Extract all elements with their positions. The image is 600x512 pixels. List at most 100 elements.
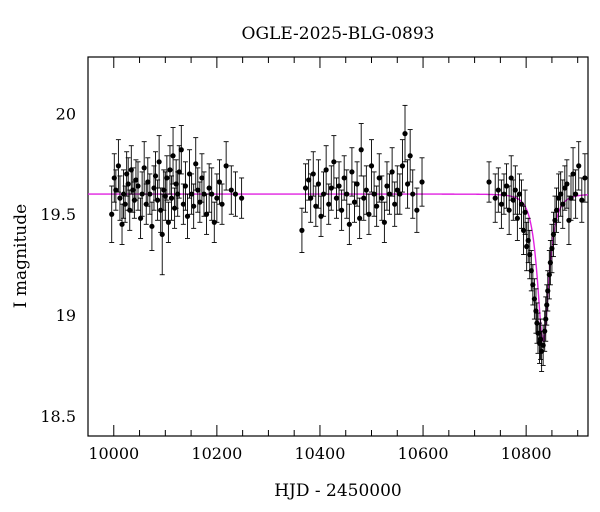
data-point [133, 177, 139, 183]
data-point [326, 201, 332, 207]
data-point [419, 179, 425, 185]
data-point [344, 191, 350, 197]
data-point [374, 203, 380, 209]
x-tick-label: 10600 [398, 444, 449, 463]
data-point [392, 201, 398, 207]
data-point [113, 187, 119, 193]
data-point [232, 191, 239, 197]
data-point [410, 191, 416, 197]
data-point [189, 191, 195, 197]
data-point [154, 197, 161, 203]
y-tick-label: 18.5 [40, 407, 76, 426]
y-tick-label: 19 [56, 306, 76, 325]
data-point [573, 191, 579, 197]
data-point [165, 219, 172, 225]
data-point [543, 316, 549, 322]
data-point [170, 153, 176, 159]
data-point [394, 187, 400, 193]
x-tick-label: 10800 [501, 444, 552, 463]
data-point [558, 191, 564, 197]
data-point [379, 195, 385, 201]
data-point [310, 171, 316, 177]
data-point [135, 183, 141, 189]
data-point [302, 185, 309, 191]
data-point [386, 191, 393, 197]
data-point [366, 211, 372, 217]
x-tick-label: 10200 [191, 444, 242, 463]
data-point [495, 187, 501, 193]
data-point [320, 191, 327, 197]
data-point [178, 147, 184, 153]
data-point [579, 197, 585, 203]
data-point [152, 173, 159, 179]
data-point [125, 181, 131, 187]
data-point [141, 165, 147, 171]
data-point [357, 215, 363, 221]
data-point [156, 159, 162, 165]
data-point [159, 231, 165, 238]
plot-area: 10000 10200 10400 10600 10800 18.5 19 19.5 20 [40, 56, 589, 463]
data-point [168, 195, 175, 201]
data-point [501, 191, 507, 197]
data-point [201, 191, 207, 197]
y-tick-label: 20 [56, 104, 76, 123]
y-tick-label: 19.5 [40, 205, 76, 224]
plot-frame [87, 56, 589, 437]
data-point [486, 179, 492, 185]
data-point [389, 169, 395, 175]
data-point [127, 207, 133, 213]
data-point [542, 328, 548, 334]
data-point [522, 209, 528, 215]
data-point [518, 201, 525, 207]
data-point [122, 201, 128, 207]
data-point [354, 181, 360, 187]
data-point [544, 302, 550, 308]
data-point [176, 169, 182, 175]
data-point [361, 195, 367, 201]
data-point [145, 179, 151, 185]
data-point [351, 199, 358, 205]
data-point [313, 203, 319, 209]
x-axis-label: HJD - 2450000 [274, 481, 402, 501]
data-point [216, 179, 223, 185]
data-point [510, 197, 516, 203]
data-point [299, 227, 305, 233]
data-point [381, 219, 387, 225]
data-point [506, 207, 512, 213]
data-point [358, 147, 364, 153]
x-tick-label: 10400 [295, 444, 346, 463]
data-point [164, 175, 170, 181]
data-point [211, 219, 217, 225]
y-axis-label: I magnitude [11, 204, 31, 308]
data-point [498, 201, 505, 207]
data-point [414, 207, 420, 213]
data-point [195, 187, 201, 193]
data-point [349, 169, 355, 175]
data-point [203, 211, 210, 217]
data-point [339, 207, 345, 213]
data-point [318, 213, 324, 219]
data-point [402, 131, 408, 137]
data-point [323, 167, 329, 173]
data-point [199, 175, 205, 181]
data-point [228, 187, 234, 193]
data-point [503, 183, 510, 189]
data-point [553, 207, 560, 213]
data-point [191, 203, 197, 209]
data-point [167, 167, 173, 173]
data-point [508, 175, 514, 181]
chart-title: OGLE-2025-BLG-0893 [242, 24, 435, 44]
data-point [336, 183, 342, 189]
data-point [180, 201, 186, 207]
data-point [576, 163, 582, 169]
data-point [209, 191, 215, 197]
data-point [182, 183, 189, 189]
data-point [331, 159, 337, 165]
data-point [341, 175, 347, 181]
data-point [149, 223, 155, 229]
data-point [328, 185, 334, 191]
data-point [315, 181, 322, 187]
data-point [560, 201, 566, 207]
data-point [407, 153, 413, 159]
